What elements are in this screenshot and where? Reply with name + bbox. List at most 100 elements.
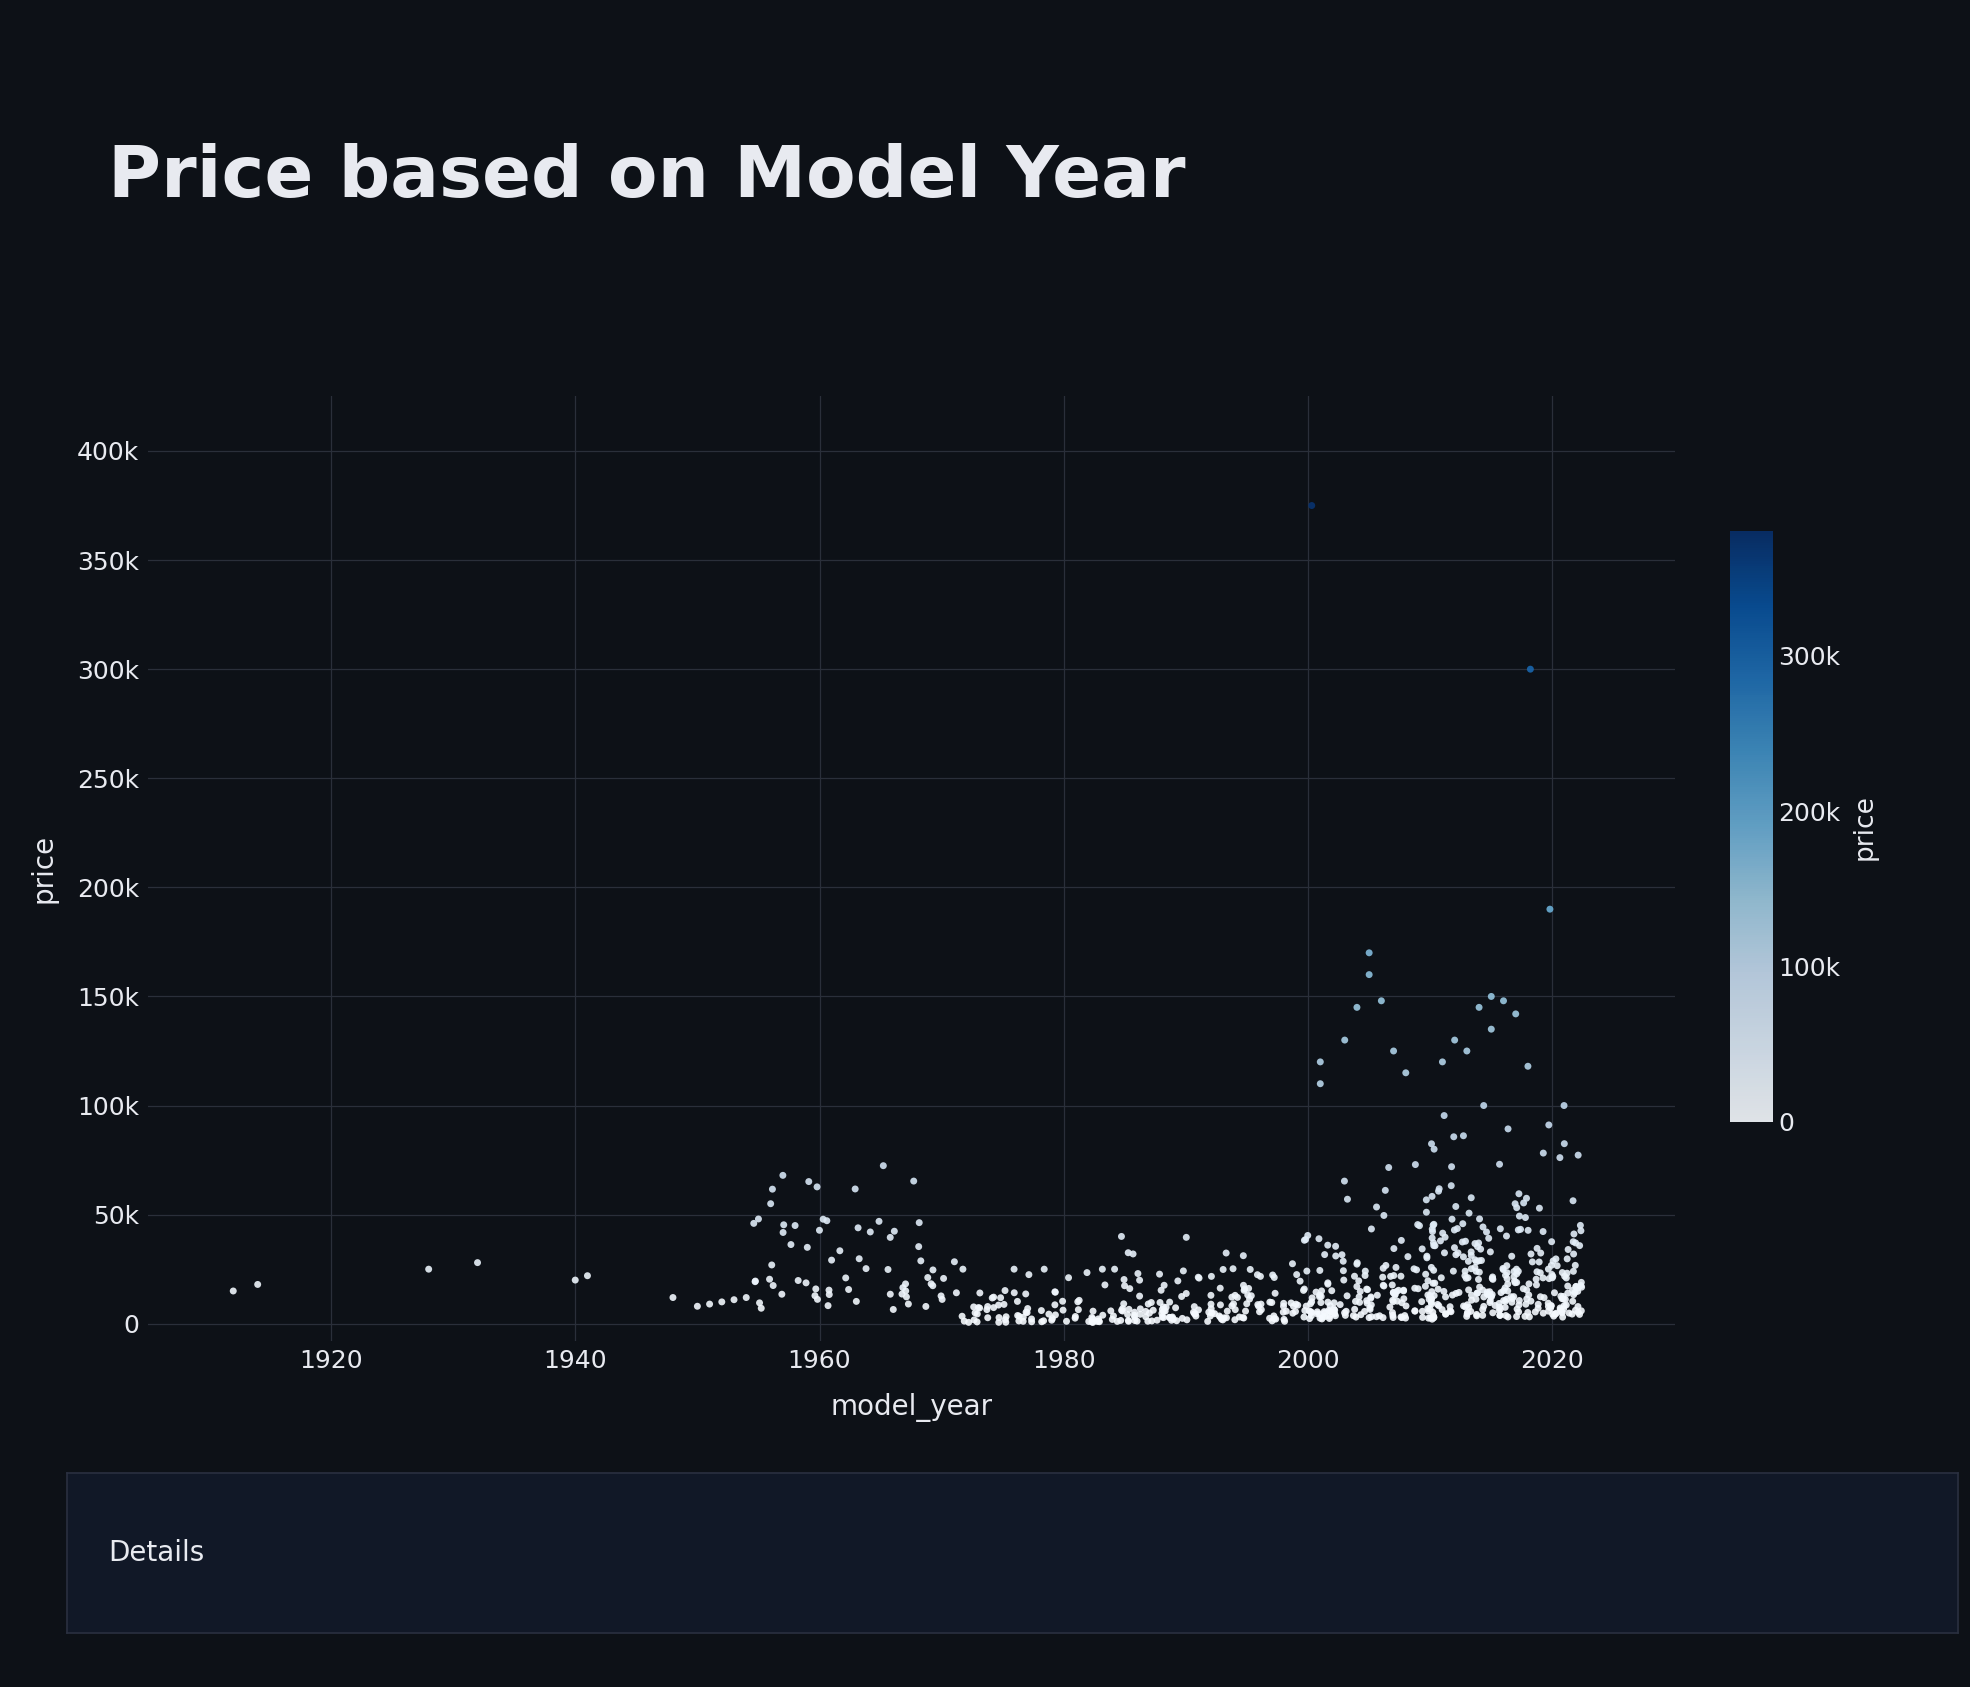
Point [957,1306,989,1333]
Point [1097,1306,1129,1333]
Point [1476,984,1507,1011]
Point [1109,1272,1141,1299]
Point [910,1292,942,1319]
Point [1212,1304,1243,1331]
Point [1294,1299,1326,1326]
Point [1119,1307,1150,1334]
Point [1452,1038,1483,1064]
Point [1245,1264,1277,1291]
Point [892,1291,924,1318]
Point [1330,1297,1361,1324]
Point [999,1255,1030,1282]
Point [1468,1284,1499,1311]
Point [1566,1297,1598,1324]
Point [1497,1284,1529,1311]
Point [802,1174,833,1201]
Point [1160,1294,1192,1321]
Point [1084,1307,1115,1334]
Point [1314,1302,1346,1329]
Point [1060,1302,1091,1329]
Point [940,1279,971,1306]
Point [1011,1299,1042,1326]
Point [1434,1294,1466,1321]
Point [1560,1297,1592,1324]
Point [1422,1178,1454,1205]
Point [926,1285,957,1312]
Point [1503,1292,1535,1319]
Point [1493,1115,1525,1142]
Point [1535,1294,1566,1321]
Point [1523,1294,1554,1321]
Point [1468,1213,1499,1240]
Point [1145,1260,1176,1287]
Point [739,1210,770,1237]
Point [1501,1269,1533,1296]
Point [1556,1301,1588,1328]
Point [1456,1184,1487,1211]
Point [1194,1299,1225,1326]
Point [1393,1243,1424,1270]
Point [1533,1265,1564,1292]
Point [1259,1306,1290,1333]
Point [1564,1232,1596,1259]
Point [1434,1297,1466,1324]
Point [1483,1294,1515,1321]
Point [1145,1277,1176,1304]
Point [1501,1296,1533,1323]
Point [1564,1218,1596,1245]
Point [1499,1191,1531,1218]
Point [971,1296,1003,1323]
Point [963,1279,995,1306]
Point [1430,1301,1462,1328]
Point [1038,1279,1070,1306]
Point [1257,1262,1288,1289]
Point [1145,1289,1176,1316]
Point [1550,1292,1582,1319]
Point [1180,1301,1212,1328]
Point [1418,1302,1450,1329]
Point [1332,1186,1363,1213]
Point [1416,1253,1448,1280]
Point [1353,1296,1385,1323]
Point [1084,1306,1115,1333]
Point [1517,1248,1548,1275]
Point [971,1292,1003,1319]
Point [414,1255,445,1282]
Point [1527,1140,1558,1167]
Point [1204,1302,1235,1329]
Point [1342,1274,1373,1301]
Point [1377,1279,1409,1306]
Point [1418,1211,1450,1238]
Point [977,1294,1009,1321]
Point [1491,1259,1523,1285]
Point [1206,1306,1237,1333]
Point [1133,1307,1164,1334]
Point [1379,1282,1411,1309]
Point [1558,1220,1590,1247]
Point [745,1289,776,1316]
Point [1487,1257,1519,1284]
Point [1468,1296,1499,1323]
Point [1150,1294,1182,1321]
Point [1351,1291,1383,1318]
Point [1229,1277,1261,1304]
Point [1426,1220,1458,1247]
Point [1119,1302,1150,1329]
Point [918,1257,950,1284]
Point [756,1272,788,1299]
Point [1196,1296,1227,1323]
Text: Price based on Model Year: Price based on Model Year [108,143,1186,213]
Point [1507,1189,1539,1216]
Point [953,1309,985,1336]
Point [1048,1297,1080,1324]
Point [1479,1292,1511,1319]
Point [1541,1299,1572,1326]
Point [1499,1000,1531,1027]
Point [1137,1297,1168,1324]
Point [1050,1307,1082,1334]
Point [1312,1270,1344,1297]
Point [814,1280,845,1307]
Point [991,1309,1022,1336]
Point [1546,1285,1578,1312]
Point [1156,1304,1188,1331]
